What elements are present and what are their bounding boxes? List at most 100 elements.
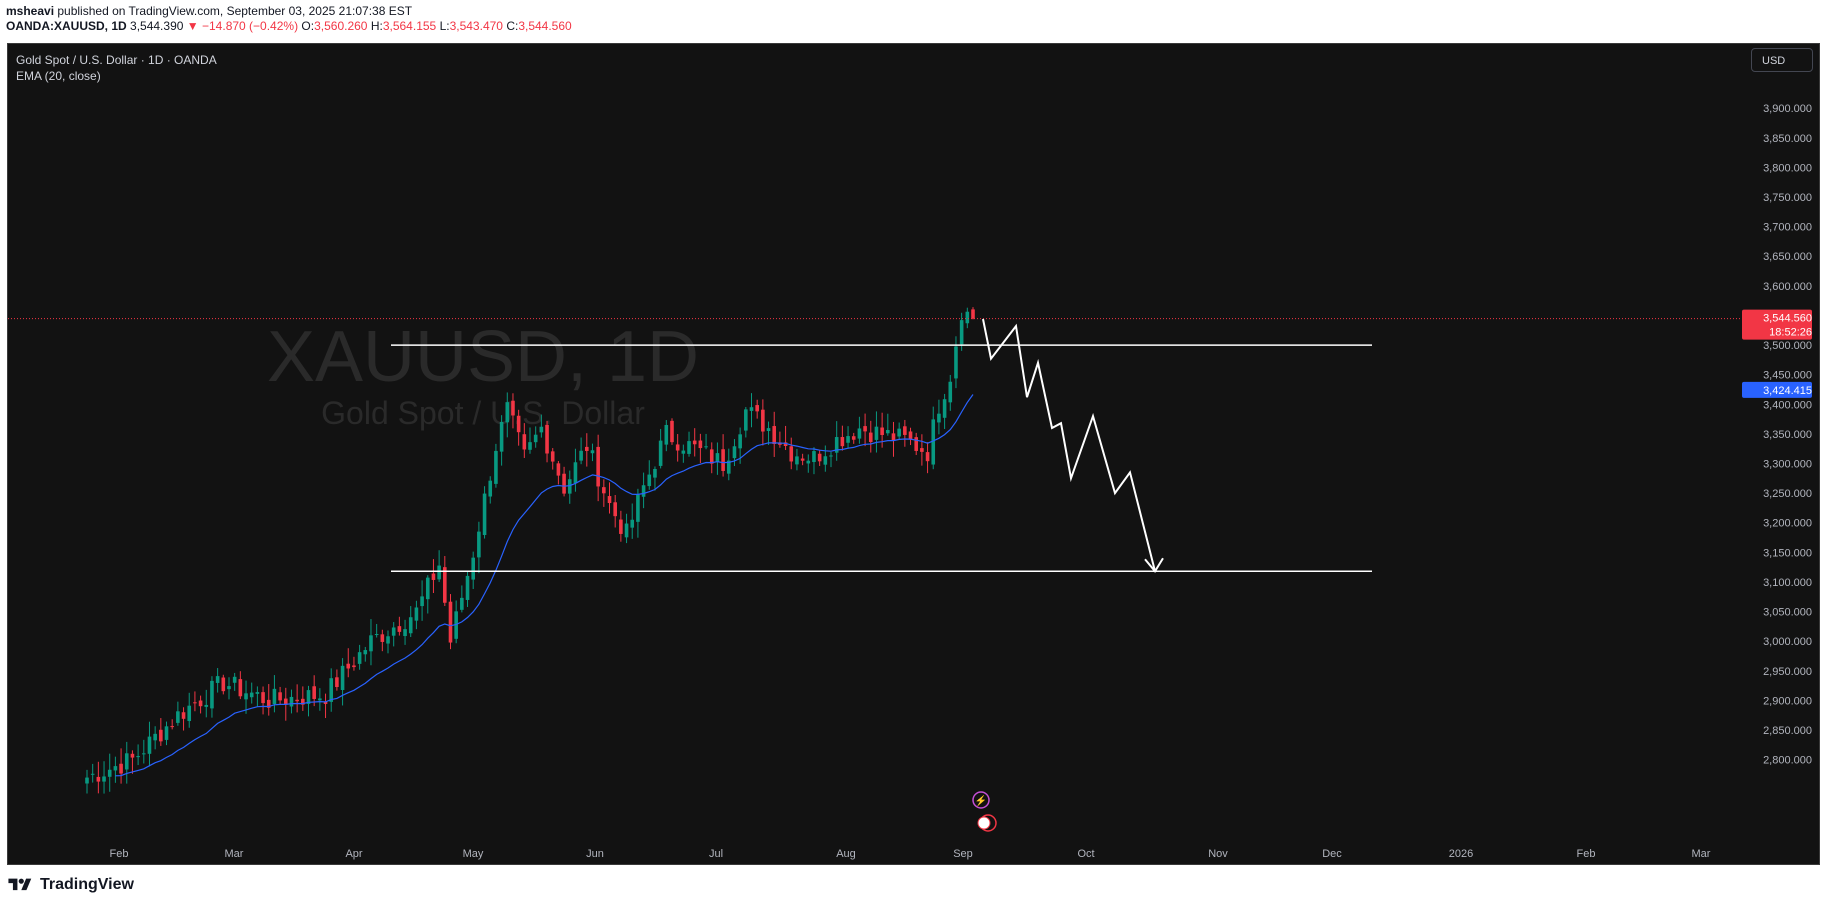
- candle: [505, 392, 510, 438]
- candle-body: [494, 450, 498, 484]
- price-tick-label: 3,900.000: [1763, 103, 1812, 115]
- candle: [545, 421, 549, 463]
- candle: [386, 630, 390, 654]
- price-tick-label: 3,100.000: [1763, 577, 1812, 589]
- candle: [556, 460, 561, 485]
- candle-body: [170, 726, 174, 728]
- candle-body: [477, 531, 481, 558]
- candle-body: [335, 677, 339, 688]
- price-tick-label: 3,200.000: [1763, 518, 1812, 530]
- projection-arrowhead-icon: [1144, 557, 1164, 573]
- candle: [948, 374, 953, 411]
- candle: [925, 442, 930, 474]
- candle-body: [931, 419, 936, 465]
- candle: [471, 551, 476, 590]
- candle: [210, 676, 214, 718]
- candle: [573, 448, 578, 492]
- candle-body: [846, 436, 850, 443]
- candle: [227, 677, 231, 700]
- candle-body: [107, 769, 112, 777]
- candle: [391, 622, 396, 647]
- candle: [766, 421, 771, 445]
- candle-body: [488, 480, 493, 497]
- candle: [533, 426, 538, 448]
- candle: [658, 428, 663, 469]
- projection-path: [982, 318, 1156, 572]
- candle: [204, 689, 209, 718]
- candle: [539, 414, 544, 438]
- candle-body: [181, 712, 186, 719]
- candle: [681, 444, 686, 463]
- candle-body: [664, 424, 669, 445]
- candle: [295, 684, 299, 713]
- candle-body: [954, 346, 958, 379]
- candle: [698, 433, 703, 463]
- candle: [329, 668, 334, 712]
- candle: [579, 437, 583, 465]
- candle-body: [85, 777, 89, 784]
- candle-body: [306, 690, 311, 704]
- high-value: 3,564.155: [382, 19, 437, 33]
- candle: [528, 427, 532, 454]
- price-tick-label: 3,400.000: [1763, 399, 1812, 411]
- candle: [238, 671, 243, 700]
- candle-body: [886, 430, 890, 434]
- time-tick-label: Feb: [110, 848, 129, 860]
- candle-body: [937, 413, 941, 423]
- candle-body: [403, 629, 407, 637]
- candle: [550, 448, 555, 470]
- legend-indicator[interactable]: EMA (20, close): [16, 69, 101, 83]
- author-name[interactable]: msheavi: [6, 4, 55, 18]
- candle-body: [624, 523, 629, 538]
- candle-body: [636, 494, 640, 522]
- candle-body: [925, 452, 930, 462]
- candle: [715, 442, 720, 475]
- candle-body: [340, 665, 345, 690]
- candle: [408, 606, 413, 638]
- candle-body: [971, 309, 975, 319]
- candle: [868, 420, 873, 453]
- candle: [516, 409, 521, 446]
- candle: [840, 425, 845, 451]
- candle-body: [363, 650, 368, 655]
- candle-body: [857, 428, 862, 439]
- candle: [624, 513, 629, 544]
- time-tick-label: 2026: [1449, 848, 1473, 860]
- candle-body: [942, 399, 947, 418]
- brand-name[interactable]: TradingView: [40, 876, 134, 893]
- candle-body: [232, 676, 237, 683]
- candle-body: [914, 437, 919, 451]
- candle: [318, 688, 322, 711]
- legend-title[interactable]: Gold Spot / U.S. Dollar · 1D · OANDA: [16, 53, 217, 67]
- candle: [153, 726, 157, 750]
- candle: [425, 575, 430, 614]
- candle-body: [959, 320, 964, 345]
- chart-frame[interactable]: XAUUSD, 1D Gold Spot / U.S. Dollar 3,900.0…: [7, 43, 1820, 865]
- candle-body: [545, 424, 549, 454]
- candle: [732, 439, 737, 467]
- ohlc-line: OANDA:XAUUSD, 1D 3,544.390 ▼ −14.870 (−0…: [6, 19, 572, 34]
- time-tick-label: Sep: [953, 848, 973, 860]
- candle-body: [948, 381, 953, 403]
- candle-body: [90, 773, 95, 775]
- candle-body: [386, 636, 390, 644]
- price-label-value: 3,544.560: [1763, 313, 1812, 325]
- candle: [931, 406, 936, 470]
- candle-body: [721, 449, 725, 471]
- candle-body: [437, 565, 441, 580]
- candle: [670, 418, 674, 445]
- candle: [704, 433, 708, 450]
- candle: [619, 510, 623, 542]
- candle: [147, 721, 152, 767]
- publish-info: msheavi published on TradingView.com, Se…: [6, 4, 572, 19]
- candle-body: [454, 611, 458, 639]
- candle: [891, 421, 896, 457]
- candle: [255, 686, 260, 707]
- currency-button[interactable]: USD: [1751, 48, 1813, 72]
- candle-body: [443, 567, 447, 603]
- candle-body: [880, 427, 884, 435]
- candle-body: [823, 456, 828, 465]
- candle-body: [119, 763, 123, 774]
- candle: [499, 415, 504, 466]
